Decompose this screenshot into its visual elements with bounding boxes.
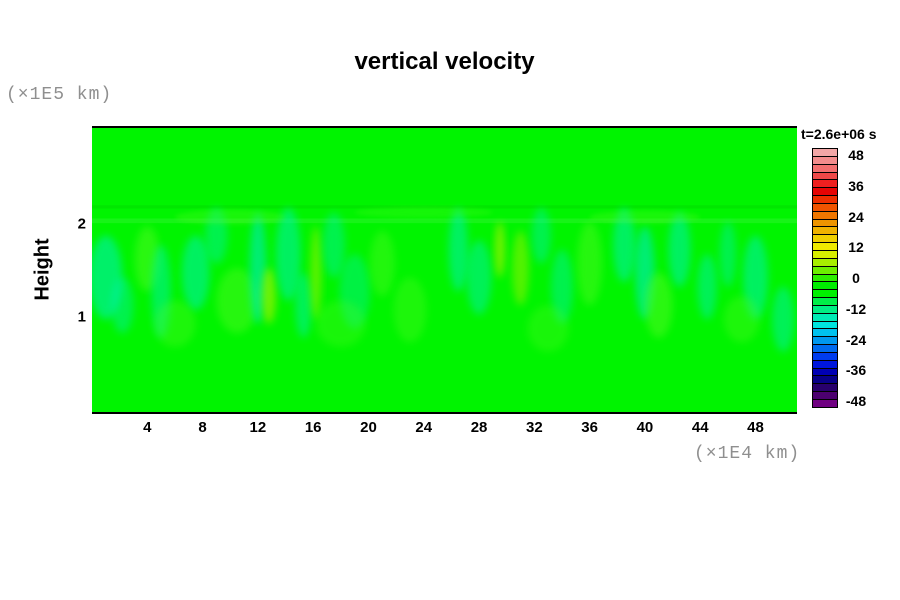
heatmap-plot-area (92, 126, 797, 414)
x-tick-label: 24 (415, 419, 433, 436)
x-tick-label: 28 (470, 419, 488, 436)
velocity-blob (772, 286, 795, 352)
x-tick-label: 16 (304, 419, 322, 436)
velocity-blob (295, 272, 312, 338)
colorbar (812, 148, 838, 408)
velocity-blob (512, 231, 529, 306)
colorbar-tick-label: 36 (848, 177, 864, 194)
y-axis-unit-label: (×1E5 km) (6, 85, 113, 105)
velocity-blob (719, 221, 737, 287)
x-tick-label: 44 (691, 419, 709, 436)
colorbar-tick-label: 12 (848, 239, 864, 256)
colorbar-cell (813, 235, 837, 244)
y-axis-label: Height (31, 238, 54, 301)
x-tick-label: 4 (143, 419, 152, 436)
colorbar-cell (813, 360, 837, 369)
velocity-blob (369, 231, 395, 296)
velocity-blob (154, 300, 196, 348)
colorbar-cell (813, 250, 837, 259)
colorbar-cell (813, 211, 837, 220)
wispy-band (92, 205, 797, 209)
colorbar-cell (813, 313, 837, 322)
colorbar-cell (813, 368, 837, 377)
colorbar-cell (813, 227, 837, 236)
velocity-blob (448, 207, 468, 292)
velocity-blob (181, 235, 210, 310)
velocity-blob (315, 300, 366, 348)
velocity-blob (354, 206, 493, 219)
colorbar-cell (813, 219, 837, 228)
colorbar-cell (813, 164, 837, 173)
colorbar-cell (813, 274, 837, 283)
heatmap-field (92, 128, 797, 412)
wispy-band (92, 218, 797, 224)
y-tick-label: 1 (77, 308, 86, 326)
colorbar-tick-label: -12 (845, 300, 867, 317)
colorbar-time-label: t=2.6e+06 s (801, 126, 877, 142)
y-tick-label: 2 (77, 215, 86, 233)
colorbar-cell (813, 258, 837, 267)
colorbar-cell (813, 282, 837, 291)
colorbar-cell (813, 196, 837, 204)
velocity-blob (668, 212, 691, 287)
velocity-blob (494, 221, 505, 278)
colorbar-tick-label: -24 (845, 331, 867, 348)
velocity-blob (697, 254, 717, 320)
colorbar-cell (813, 149, 837, 157)
velocity-blob (393, 277, 427, 343)
colorbar-cell (813, 243, 837, 251)
colorbar-tick-label: -36 (845, 362, 867, 379)
velocity-blob (216, 268, 258, 334)
colorbar-cell (813, 376, 837, 385)
velocity-blob (111, 277, 134, 334)
velocity-blob (577, 221, 603, 306)
colorbar-tick-label: 24 (848, 208, 864, 225)
colorbar-cell (813, 298, 837, 306)
x-axis-unit-label: (×1E4 km) (694, 444, 801, 464)
x-tick-label: 32 (526, 419, 543, 436)
colorbar-cell (813, 384, 837, 393)
colorbar-cell (813, 203, 837, 212)
velocity-blob (589, 210, 701, 224)
x-tick-label: 36 (581, 419, 598, 436)
velocity-blob (613, 207, 636, 283)
x-tick-label: 12 (249, 419, 267, 436)
velocity-blob (310, 226, 322, 320)
colorbar-cell (813, 305, 837, 314)
colorbar-cell (813, 290, 837, 299)
chart-title: vertical velocity (354, 48, 535, 75)
velocity-blob (723, 295, 760, 343)
velocity-blob (262, 268, 276, 324)
velocity-blob (644, 272, 673, 338)
colorbar-cell (813, 172, 837, 181)
colorbar-tick-label: 0 (852, 270, 860, 286)
velocity-blob (550, 249, 574, 324)
velocity-blob (275, 207, 301, 301)
x-tick-label: 48 (747, 419, 764, 436)
colorbar-cell (813, 188, 837, 197)
colorbar-cell (813, 392, 837, 400)
colorbar-cell (813, 266, 837, 275)
colorbar-tick-label: 48 (848, 147, 864, 163)
colorbar-cell (813, 180, 837, 189)
velocity-blob (322, 212, 345, 278)
colorbar-cell (813, 329, 837, 338)
colorbar-cell (813, 337, 837, 346)
x-tick-label: 20 (360, 419, 377, 436)
colorbar-cell (813, 352, 837, 361)
x-tick-label: 40 (636, 419, 654, 436)
velocity-blob (466, 240, 492, 315)
colorbar-cell (813, 345, 837, 353)
x-tick-label: 8 (198, 419, 207, 436)
velocity-blob (531, 207, 551, 264)
colorbar-cell (813, 156, 837, 165)
velocity-blob (174, 209, 286, 225)
colorbar-tick-label: -48 (845, 393, 867, 409)
colorbar-cell (813, 321, 837, 330)
colorbar-cell (813, 400, 837, 407)
velocity-blob (527, 305, 569, 352)
heatmap-features (92, 205, 797, 352)
